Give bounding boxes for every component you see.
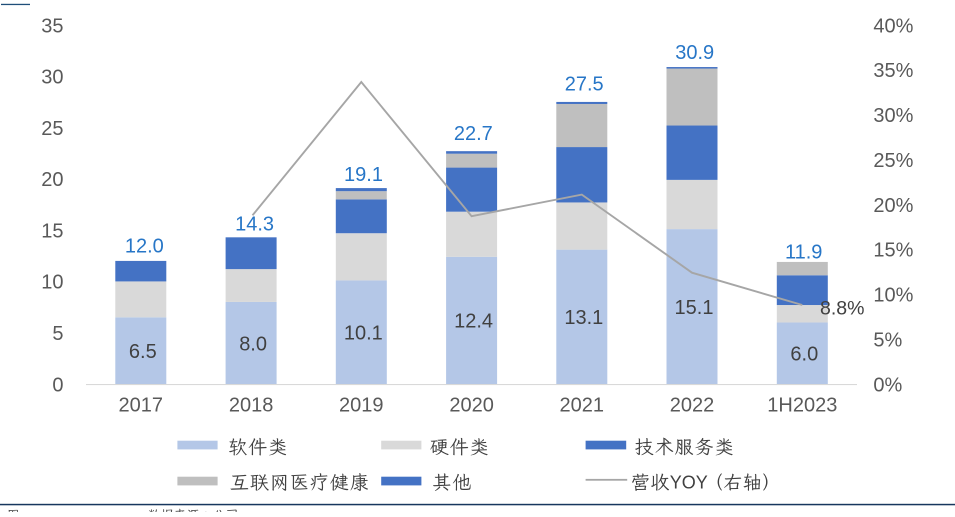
svg-text:15.1: 15.1 <box>675 297 714 319</box>
svg-text:YOY: YOY <box>670 473 708 493</box>
svg-text:8.0: 8.0 <box>239 333 267 355</box>
svg-text:40%: 40% <box>873 15 913 37</box>
svg-text:0: 0 <box>52 374 63 396</box>
svg-text:20%: 20% <box>873 195 913 217</box>
svg-text:27.5: 27.5 <box>565 74 604 96</box>
svg-text:10: 10 <box>41 272 63 294</box>
svg-text:8.8%: 8.8% <box>820 297 864 319</box>
svg-text:12.0: 12.0 <box>125 235 164 257</box>
svg-text:5%: 5% <box>873 329 902 351</box>
svg-text:5: 5 <box>52 323 63 345</box>
svg-text:2019: 2019 <box>339 394 384 416</box>
svg-text:22.7: 22.7 <box>454 123 493 145</box>
svg-text:30: 30 <box>41 67 63 89</box>
svg-text:12.4: 12.4 <box>454 311 493 333</box>
svg-text:30%: 30% <box>873 105 913 127</box>
svg-text:20: 20 <box>41 169 63 191</box>
svg-text:35: 35 <box>41 15 63 37</box>
svg-text:6.0: 6.0 <box>790 344 818 366</box>
svg-text:30.9: 30.9 <box>675 42 714 64</box>
svg-text:0%: 0% <box>873 374 902 396</box>
svg-text:2017: 2017 <box>119 394 164 416</box>
svg-text:6.5: 6.5 <box>129 341 157 363</box>
svg-text:14.3: 14.3 <box>235 214 274 236</box>
svg-text:10%: 10% <box>873 285 913 307</box>
svg-text:25%: 25% <box>873 150 913 172</box>
svg-text:10.1: 10.1 <box>344 323 383 345</box>
svg-text:35%: 35% <box>873 60 913 82</box>
svg-text:1H2023: 1H2023 <box>767 394 837 416</box>
svg-text:15%: 15% <box>873 240 913 262</box>
svg-text:15: 15 <box>41 220 63 242</box>
svg-text:2020: 2020 <box>449 394 494 416</box>
svg-text:19.1: 19.1 <box>344 164 383 186</box>
svg-text:2018: 2018 <box>229 394 274 416</box>
svg-text:13.1: 13.1 <box>564 307 603 329</box>
svg-text:2022: 2022 <box>670 394 715 416</box>
svg-text:11.9: 11.9 <box>785 241 822 263</box>
svg-text:2021: 2021 <box>560 394 605 416</box>
svg-text:25: 25 <box>41 118 63 140</box>
